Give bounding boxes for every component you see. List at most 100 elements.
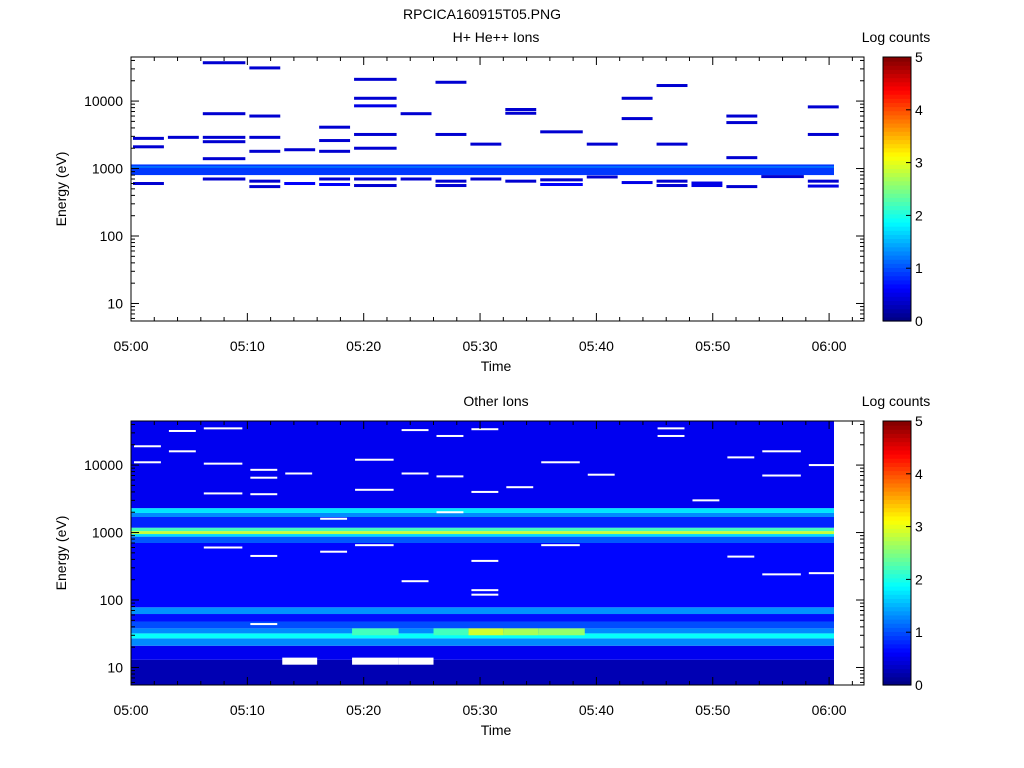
x-tick-label: 05:30 [463,338,498,354]
empty-line [762,474,801,477]
empty-line [541,544,580,547]
heatmap-cell [691,184,723,188]
colorbar-segment [883,267,911,273]
colorbar-label: Log counts [862,29,931,45]
colorbar-segment [883,619,911,624]
colorbar-segment [883,255,911,260]
x-tick-label: 05:20 [346,338,381,354]
colorbar-segment [883,279,911,285]
empty-line [436,475,464,478]
colorbar-segment [883,458,911,463]
heatmap-band [131,166,834,168]
heatmap-cell [435,179,467,183]
plot-area [130,420,865,686]
colorbar-segment [883,292,911,297]
empty-cell [282,657,318,665]
colorbar-segment [883,205,911,211]
x-tick-label: 05:10 [230,702,265,718]
colorbar-segment [883,176,911,182]
colorbar-segment [883,598,911,604]
colorbar-segment [883,275,911,281]
colorbar-segment [883,114,911,120]
colorbar-segment [883,201,911,207]
y-axis: 10 100 1000 10000 [84,423,864,683]
empty-line [436,434,464,437]
y-tick-label: 1000 [92,161,123,177]
heatmap-cell [621,117,653,121]
x-tick-label: 05:40 [579,702,614,718]
colorbar-segment [883,69,911,75]
colorbar-segment [883,197,911,202]
empty-cell [352,657,399,665]
heatmap-cell [202,157,246,161]
heatmap-cell [249,179,281,183]
heatmap-cell [249,135,281,139]
colorbar-segment [883,425,911,430]
colorbar-segment [883,131,911,136]
heatmap-cell [319,177,351,181]
plot-background [131,57,864,321]
heatmap-cell [468,628,504,636]
empty-line [657,434,685,437]
colorbar-segment [883,172,911,178]
colorbar-frame [882,420,912,686]
colorbar-segment [883,271,911,277]
colorbar-label: Log counts [862,393,931,409]
heatmap-cell [656,184,688,188]
colorbar-segment [883,573,911,579]
panel-title: Other Ions [463,393,528,409]
empty-line [436,511,464,514]
colorbar-segment [883,263,911,268]
heatmap-cell [586,142,618,146]
colorbar-segment [883,520,911,525]
empty-line [285,472,313,475]
colorbar-segment [883,515,911,521]
colorbar-segment [883,85,911,91]
heatmap-cell [202,135,246,139]
heatmap-cell [202,140,246,144]
heatmap-cell [319,183,351,187]
heatmap-band [131,527,834,532]
empty-line [203,546,243,549]
colorbar-segment [883,680,911,686]
colorbar-segment [883,288,911,293]
heatmap-cell [807,132,839,136]
colorbar-segment [883,668,911,674]
colorbar-segment [883,561,911,566]
heatmap-cell [352,628,399,636]
heatmap-cell [249,66,281,70]
colorbar-segment [883,226,911,231]
heatmap-band [131,645,834,660]
colorbar-segment [883,189,911,194]
heatmap-cell [354,96,397,100]
plot-area [130,56,865,322]
colorbar-segment [883,495,911,500]
colorbar-segment [883,664,911,670]
heatmap-cell [540,183,583,187]
heatmap-cell [691,181,723,185]
heatmap-cell [470,177,502,181]
heatmap-cell [435,184,467,188]
heatmap-cell [319,125,351,129]
heatmap-cell [807,184,839,188]
heatmap-band [131,508,834,513]
heatmap-cell [284,182,316,186]
y-tick-label: 10 [107,659,123,675]
y-axis-label: Energy (eV) [53,516,69,591]
empty-line [692,499,720,502]
colorbar-segment [883,118,911,124]
y-tick-label: 10 [107,295,123,311]
heatmap-cell [354,184,397,188]
heatmap-band [131,534,834,537]
heatmap-cell [167,135,199,139]
colorbar-segment [883,168,911,174]
colorbar-segment [883,300,911,306]
empty-line [401,580,429,583]
colorbar-segment [883,250,911,256]
heatmap-cell [540,178,583,182]
colorbar-segment [883,487,911,492]
empty-line [401,472,429,475]
empty-line [808,572,836,575]
colorbar-segment [883,507,911,513]
heatmap-cell [761,175,804,179]
